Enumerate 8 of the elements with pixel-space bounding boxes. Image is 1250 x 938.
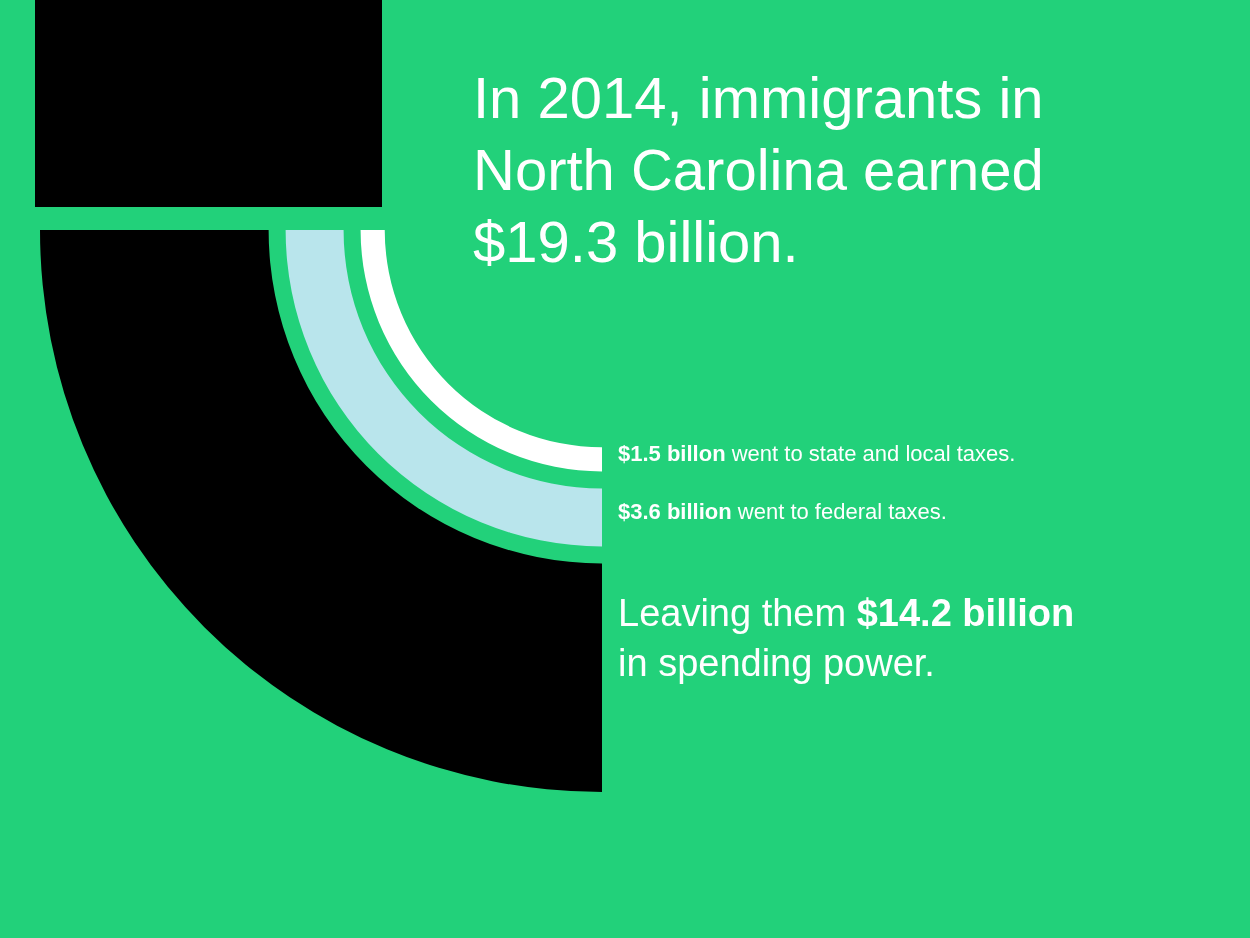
category-label: in spending power.: [618, 642, 935, 685]
data-label: $14.2 billion: [856, 592, 1075, 635]
category-label: went to federal taxes.: [737, 499, 947, 525]
category-label: went to state and local taxes.: [731, 441, 1016, 467]
text: Leaving them: [618, 592, 848, 635]
text: In 2014, immigrants in North Carolina earned $19.3 billion.: [473, 64, 1045, 276]
data-label: $3.6 billion: [618, 499, 732, 525]
data-label: $1.5 billon: [618, 441, 726, 467]
